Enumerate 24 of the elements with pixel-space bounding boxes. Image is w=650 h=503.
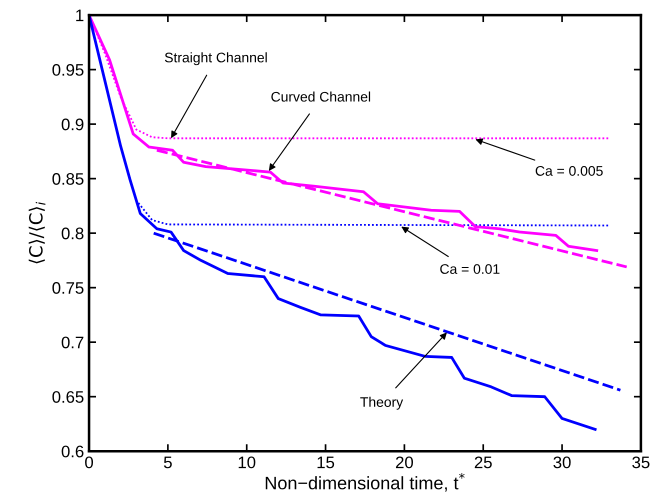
y-axis-title: ⟨C⟩/⟨C⟩$_{i}$ [28,202,46,264]
annotation: Ca = 0.005 [536,166,603,176]
annotation: Curved Channel [271,91,370,102]
y-tick-label: 0.6 [62,446,84,458]
y-tick-label: 0.75 [52,282,84,294]
y-tick-label: 0.95 [52,64,84,76]
x-tick-label: 20 [396,456,414,468]
x-tick-label: 0 [85,456,94,468]
y-tick-label: 0.65 [52,391,84,403]
x-tick-label: 10 [238,456,256,468]
y-tick-label: 1 [76,10,84,22]
annotation: Straight Channel [164,52,267,66]
y-tick-label: 0.9 [62,118,84,130]
y-tick-label: 0.8 [62,228,84,240]
x-tick-label: 30 [553,456,571,468]
annotation: Ca = 0.01 [440,264,500,274]
x-tick-label: 35 [632,456,650,468]
y-tick-label: 0.7 [62,336,84,348]
x-axis-title: Non−dimensional time, t$^{*}$ [266,472,465,492]
y-tick-label: 0.85 [52,173,84,185]
annotation: Theory [360,396,404,410]
x-tick-label: 15 [318,456,334,468]
x-tick-label: 5 [164,456,172,468]
x-tick-label: 25 [474,456,492,468]
